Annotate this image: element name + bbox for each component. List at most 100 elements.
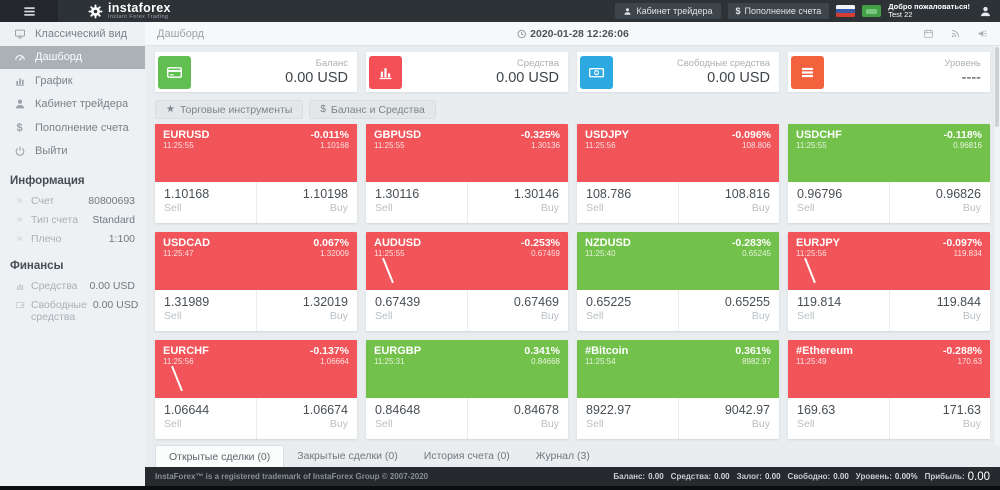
bottom-tab-1[interactable]: Закрытые сделки (0) — [297, 450, 398, 462]
tile-usdjpy[interactable]: USDJPY -0.096% 11:25:56 108.806 108.786 … — [577, 124, 779, 223]
buy-button[interactable]: 171.63 Buy — [888, 398, 991, 439]
buy-button[interactable]: 1.06674 Buy — [255, 398, 358, 439]
buy-button[interactable]: 119.844 Buy — [888, 290, 991, 331]
sell-button[interactable]: 1.31989 Sell — [164, 295, 210, 322]
instrument-change: -0.325% — [520, 129, 560, 141]
bottom-strip — [0, 486, 1000, 490]
bar-chart-icon — [369, 55, 402, 89]
sparkline — [382, 257, 394, 284]
instrument-last-price: 1.06664 — [320, 357, 349, 366]
sell-button[interactable]: 8922.97 Sell — [586, 403, 632, 430]
menu-icon — [791, 55, 824, 89]
bottom-tabs: Открытые сделки (0) Закрытые сделки (0) Ис… — [145, 445, 1000, 467]
instrument-time: 11:25:40 — [585, 249, 616, 258]
sell-button[interactable]: 0.84648 Sell — [375, 403, 421, 430]
buy-button[interactable]: 0.96826 Buy — [888, 182, 991, 223]
scrollbar-thumb[interactable] — [995, 47, 999, 127]
toolbar-button-1[interactable]: $ Баланс и Средства — [309, 100, 436, 119]
tile-bitcoin[interactable]: #Bitcoin 0.361% 11:25:54 8982.97 8922.97… — [577, 340, 779, 439]
instrument-time: 11:25:55 — [163, 141, 194, 150]
tile-eurusd[interactable]: EURUSD -0.011% 11:25:55 1.10168 1.10168 … — [155, 124, 357, 223]
sell-button[interactable]: 1.30116 Sell — [375, 187, 420, 214]
banknote-icon — [580, 55, 613, 89]
summary-card-0: Баланс 0.00 USD — [155, 52, 357, 92]
chevron-right-icon: » — [16, 213, 23, 225]
buy-button[interactable]: 0.65255 Buy — [677, 290, 780, 331]
sparkline — [804, 257, 816, 284]
hamburger-menu-button[interactable] — [0, 0, 58, 22]
instrument-last-price: 170.63 — [957, 357, 982, 366]
logo-title: instaforex — [108, 0, 171, 15]
sidebar-item-0[interactable]: Классический вид — [0, 22, 145, 46]
tile-usdcad[interactable]: USDCAD 0.067% 11:25:47 1.32009 1.31989 S… — [155, 232, 357, 331]
instrument-last-price: 0.67459 — [531, 249, 560, 258]
bottom-tab-2[interactable]: История счета (0) — [423, 450, 510, 462]
power-icon — [13, 145, 26, 157]
deposit-card-icon[interactable] — [862, 5, 882, 17]
sell-button[interactable]: 108.786 Sell — [586, 187, 632, 214]
instrument-time: 11:25:56 — [163, 357, 194, 366]
rss-icon[interactable] — [950, 28, 961, 39]
finance-row-1: Свободные средства 0.00 USD — [0, 295, 145, 326]
sell-button[interactable]: 0.96796 Sell — [797, 187, 843, 214]
welcome-text: Добро пожаловаться! Test 22 — [888, 1, 970, 19]
wallet-icon — [14, 299, 25, 310]
tile-eurchf[interactable]: EURCHF -0.137% 11:25:56 1.06664 1.06644 … — [155, 340, 357, 439]
language-flag-russia-icon[interactable] — [836, 5, 856, 17]
instrument-last-price: 1.10168 — [320, 141, 349, 150]
instrument-time: 11:25:56 — [796, 249, 827, 258]
user-avatar-icon[interactable] — [977, 5, 992, 18]
tile-nzdusd[interactable]: NZDUSD -0.283% 11:25:40 0.65245 0.65225 … — [577, 232, 779, 331]
tile-eurjpy[interactable]: EURJPY -0.097% 11:25:56 119.834 119.814 … — [788, 232, 990, 331]
header-nav-button-0[interactable]: Кабинет трейдера — [615, 3, 721, 19]
dashboard-icon — [13, 51, 26, 63]
toolbar-button-0[interactable]: ★ Торговые инструменты — [155, 100, 304, 119]
instrument-last-price: 1.32009 — [320, 249, 349, 258]
sell-button[interactable]: 1.10168 Sell — [164, 187, 210, 214]
sidebar-item-4[interactable]: $ Пополнение счета — [0, 116, 145, 140]
tile-usdchf[interactable]: USDCHF -0.118% 11:25:55 0.96816 0.96796 … — [788, 124, 990, 223]
info-rows: » Счет 80800693 » Тип счета Standard » П… — [0, 191, 145, 248]
megaphone-icon[interactable] — [977, 28, 988, 39]
instrument-change: 0.341% — [524, 345, 560, 357]
bottom-tab-0[interactable]: Открытые сделки (0) — [155, 445, 285, 467]
calendar-icon[interactable] — [923, 28, 934, 39]
sell-button[interactable]: 0.65225 Sell — [586, 295, 632, 322]
info-row-0: » Счет 80800693 — [0, 191, 145, 210]
instaforex-logo-icon — [88, 4, 103, 19]
sell-button[interactable]: 0.67439 Sell — [375, 295, 421, 322]
instrument-change: -0.097% — [942, 237, 982, 249]
header-nav-button-1[interactable]: $ Пополнение счета — [727, 3, 830, 19]
sidebar-item-3[interactable]: Кабинет трейдера — [0, 93, 145, 117]
sidebar-item-2[interactable]: График — [0, 69, 145, 93]
tile-audusd[interactable]: AUDUSD -0.253% 11:25:55 0.67459 0.67439 … — [366, 232, 568, 331]
sidebar-item-5[interactable]: Выйти — [0, 140, 145, 164]
buy-button[interactable]: 0.67469 Buy — [466, 290, 569, 331]
chart-icon — [14, 280, 25, 291]
sell-button[interactable]: 119.814 Sell — [797, 295, 842, 322]
buy-button[interactable]: 1.32019 Buy — [255, 290, 358, 331]
status-footer: InstaForex™ is a registered trademark of… — [145, 467, 1000, 486]
buy-button[interactable]: 1.30146 Buy — [466, 182, 569, 223]
footer-stat-5: Прибыль: 0.00 — [924, 470, 990, 483]
buy-button[interactable]: 0.84678 Buy — [466, 398, 569, 439]
tile-eurgbp[interactable]: EURGBP 0.341% 11:25:31 0.84668 0.84648 S… — [366, 340, 568, 439]
instrument-change: -0.253% — [520, 237, 560, 249]
sidebar-item-1[interactable]: Дашборд — [0, 45, 145, 69]
instrument-last-price: 1.30136 — [531, 141, 560, 150]
footer-stat-2: Залог: 0.00 — [736, 472, 781, 481]
sell-button[interactable]: 1.06644 Sell — [164, 403, 210, 430]
buy-button[interactable]: 1.10198 Buy — [255, 182, 358, 223]
buy-button[interactable]: 9042.97 Buy — [677, 398, 780, 439]
tile-ethereum[interactable]: #Ethereum -0.288% 11:25:49 170.63 169.63… — [788, 340, 990, 439]
buy-button[interactable]: 108.816 Buy — [677, 182, 780, 223]
instrument-change: -0.283% — [731, 237, 771, 249]
bottom-tab-3[interactable]: Журнал (3) — [535, 450, 590, 462]
tile-gbpusd[interactable]: GBPUSD -0.325% 11:25:55 1.30136 1.30116 … — [366, 124, 568, 223]
vertical-scrollbar[interactable] — [993, 46, 1000, 445]
chevron-right-icon: » — [16, 232, 23, 244]
chevron-right-icon: » — [16, 194, 23, 206]
sell-button[interactable]: 169.63 Sell — [797, 403, 836, 430]
instrument-change: -0.137% — [309, 345, 349, 357]
dollar-icon: $ — [320, 104, 326, 115]
